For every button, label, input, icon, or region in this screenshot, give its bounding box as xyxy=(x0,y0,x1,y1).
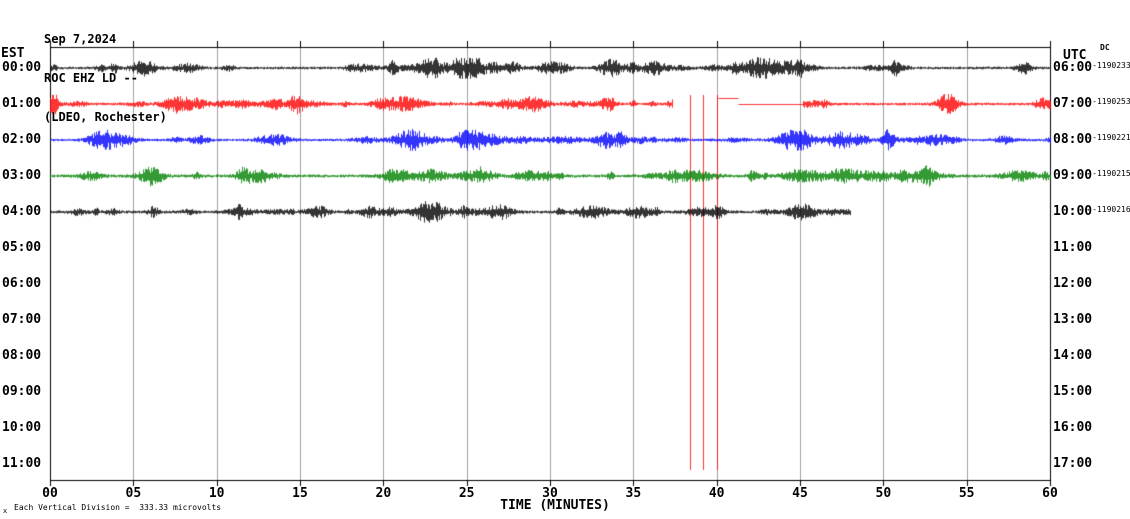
utc-time-row: 07:00-1190253 xyxy=(1053,97,1130,112)
dc-value: -1190253 xyxy=(1092,97,1130,106)
utc-time-row: 16:00 xyxy=(1053,421,1092,436)
title-block: Sep 7,2024 ROC EHZ LD -- (LDEO, Rocheste… xyxy=(44,7,167,150)
x-tick-label: 20 xyxy=(375,486,392,501)
utc-time-row: 12:00 xyxy=(1053,277,1092,292)
x-tick-label: 25 xyxy=(458,486,475,501)
utc-time-label: 07:00 xyxy=(1053,96,1093,111)
scale-text: Each Vertical Division = 333.33 microvol… xyxy=(14,503,222,512)
utc-time-row: 13:00 xyxy=(1053,313,1092,328)
title-station: ROC EHZ LD -- xyxy=(44,71,138,85)
utc-time-label: 09:00 xyxy=(1053,168,1093,183)
utc-time-row: 17:00 xyxy=(1053,457,1092,472)
utc-time-row: 14:00 xyxy=(1053,349,1092,364)
title-location: (LDEO, Rochester) xyxy=(44,110,167,124)
est-time-label: 01:00 xyxy=(2,96,42,111)
utc-time-label: 15:00 xyxy=(1053,384,1093,399)
est-time-label: 09:00 xyxy=(2,384,42,399)
x-tick-label: 60 xyxy=(1042,486,1058,501)
x-tick-label: 30 xyxy=(542,486,558,501)
utc-time-label: 08:00 xyxy=(1053,132,1093,147)
utc-time-row: 11:00 xyxy=(1053,241,1092,256)
dc-value: -1190233 xyxy=(1092,61,1130,70)
x-tick-label: 50 xyxy=(875,486,892,501)
x-tick-label: 00 xyxy=(42,486,58,501)
utc-time-row: 15:00 xyxy=(1053,385,1092,400)
dc-value: -1190221 xyxy=(1092,133,1130,142)
est-time-label: 00:00 xyxy=(2,60,42,75)
x-tick-label: 45 xyxy=(792,486,808,501)
est-time-label: 02:00 xyxy=(2,132,42,147)
dc-axis-label: DC xyxy=(1100,43,1110,52)
utc-time-label: 17:00 xyxy=(1053,456,1093,471)
x-tick-label: 10 xyxy=(208,486,225,501)
est-time-label: 10:00 xyxy=(2,420,42,435)
est-time-label: 06:00 xyxy=(2,276,42,291)
dc-value: -1190215 xyxy=(1092,169,1130,178)
x-axis-title: TIME (MINUTES) xyxy=(500,498,610,513)
est-time-label: 08:00 xyxy=(2,348,42,363)
utc-time-row: 08:00-1190221 xyxy=(1053,133,1130,148)
utc-time-label: 12:00 xyxy=(1053,276,1093,291)
est-time-label: 05:00 xyxy=(2,240,42,255)
utc-time-label: 14:00 xyxy=(1053,348,1093,363)
x-tick-label: 35 xyxy=(625,486,642,501)
utc-time-label: 13:00 xyxy=(1053,312,1093,327)
x-tick-label: 05 xyxy=(125,486,142,501)
scale-marker: x xyxy=(3,507,8,515)
x-tick-label: 15 xyxy=(292,486,308,501)
est-time-label: 11:00 xyxy=(2,456,42,471)
utc-time-label: 16:00 xyxy=(1053,420,1093,435)
est-axis-label: EST xyxy=(1,46,25,61)
utc-time-row: 06:00-1190233 xyxy=(1053,61,1130,76)
utc-time-label: 10:00 xyxy=(1053,204,1093,219)
est-time-label: 04:00 xyxy=(2,204,42,219)
dc-value: -1190216 xyxy=(1092,205,1130,214)
title-date: Sep 7,2024 xyxy=(44,32,117,46)
x-tick-label: 40 xyxy=(708,486,725,501)
est-time-label: 03:00 xyxy=(2,168,42,183)
est-time-label: 07:00 xyxy=(2,312,42,327)
utc-time-label: 11:00 xyxy=(1053,240,1093,255)
x-tick-label: 55 xyxy=(958,486,975,501)
utc-time-label: 06:00 xyxy=(1053,60,1093,75)
utc-axis-label: UTC xyxy=(1063,48,1087,63)
utc-time-row: 10:00-1190216 xyxy=(1053,205,1130,220)
utc-time-row: 09:00-1190215 xyxy=(1053,169,1130,184)
